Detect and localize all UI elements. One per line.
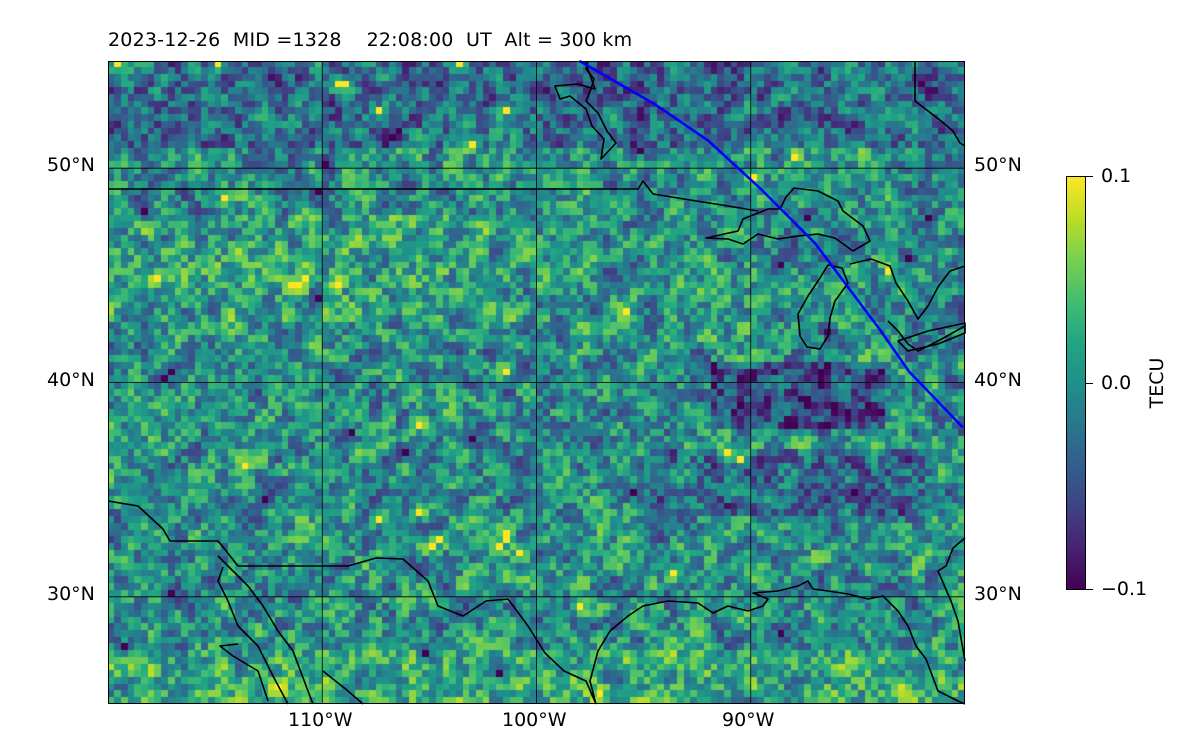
colorbar-tick-max [1086, 176, 1093, 177]
colorbar-tick-min [1086, 589, 1093, 590]
graticule [108, 61, 965, 704]
lat-label-right-40: 40°N [974, 369, 1022, 391]
lake-superior [705, 187, 871, 252]
lon-label-90w: 90°W [722, 709, 775, 731]
coastlines-and-borders [107, 60, 966, 705]
gulf-coast [589, 580, 966, 705]
lat-label-left-40: 40°N [47, 369, 95, 391]
mexico-border [170, 540, 597, 705]
colorbar-min-label: −0.1 [1101, 578, 1148, 600]
map-overlay [107, 59, 966, 705]
map-frame [108, 61, 965, 704]
lat-label-right-50: 50°N [974, 154, 1022, 176]
lat-label-left-50: 50°N [47, 154, 95, 176]
lon-label-110w: 110°W [288, 709, 353, 731]
canada-east-border [914, 61, 966, 147]
baja-california [107, 500, 289, 705]
colorbar [1066, 176, 1086, 590]
map-title: 2023-12-26 MID =1328 22:08:00 UT Alt = 3… [108, 29, 633, 51]
satellite-track [578, 59, 964, 429]
lon-label-100w: 100°W [502, 709, 567, 731]
tec-map [107, 59, 966, 705]
lake-huron [849, 258, 966, 352]
lat-label-right-30: 30°N [974, 583, 1022, 605]
colorbar-label: TECU [1146, 357, 1168, 409]
lake-erie [897, 322, 966, 352]
colorbar-max-label: 0.1 [1101, 165, 1132, 187]
us-canada-border [108, 180, 759, 212]
colorbar-mid-label: 0.0 [1101, 372, 1132, 394]
colorbar-tick-mid [1086, 383, 1093, 384]
lat-label-left-30: 30°N [47, 583, 95, 605]
colorbar-frame [1066, 176, 1086, 590]
lake-michigan [797, 264, 849, 350]
hudson-bay-outline [554, 60, 617, 160]
florida-atlantic-coast [937, 537, 966, 662]
gulf-of-california-coast [217, 555, 364, 705]
